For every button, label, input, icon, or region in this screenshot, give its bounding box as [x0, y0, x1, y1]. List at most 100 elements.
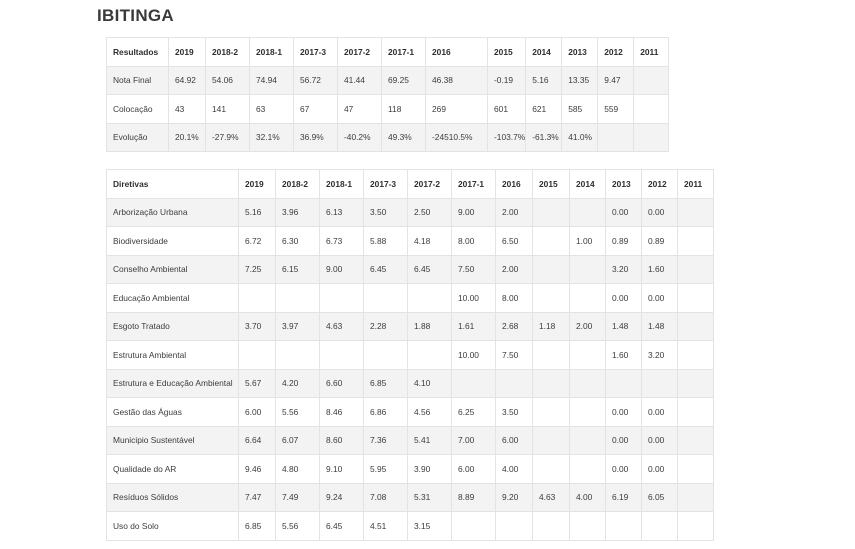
directives-cell: 7.50 [451, 254, 496, 284]
directives-cell [407, 340, 452, 370]
directives-cell: 0.00 [641, 197, 678, 227]
directives-cell: 3.20 [641, 340, 678, 370]
directives-cell: 8.46 [319, 397, 364, 427]
results-cell: 559 [597, 94, 635, 124]
directives-cell: 6.30 [275, 226, 320, 256]
directives-cell [677, 511, 714, 541]
directives-cell: 3.50 [495, 397, 533, 427]
directives-cell [569, 511, 606, 541]
directives-cell [569, 340, 606, 370]
results-cell: 141 [205, 94, 250, 124]
directives-cell: 4.18 [407, 226, 452, 256]
directives-cell: 2.68 [495, 311, 533, 341]
directives-cell [677, 226, 714, 256]
directives-header-cell: Diretivas [106, 169, 239, 199]
directives-cell: 10.00 [451, 340, 496, 370]
directives-cell: 3.90 [407, 454, 452, 484]
directives-cell: 1.61 [451, 311, 496, 341]
directives-cell [238, 283, 276, 313]
results-cell: 118 [381, 94, 426, 124]
results-cell [633, 65, 670, 95]
results-cell: 67 [293, 94, 338, 124]
directives-cell [569, 454, 606, 484]
directives-cell: 1.00 [569, 226, 606, 256]
directives-cell: 2.00 [495, 254, 533, 284]
directives-cell: 3.15 [407, 511, 452, 541]
directives-cell: 0.00 [605, 397, 642, 427]
directives-cell [569, 197, 606, 227]
directives-cell: 5.31 [407, 482, 452, 512]
table-row: Resíduos Sólidos 7.47 7.49 9.24 7.08 5.31 8.89… [106, 482, 714, 512]
directives-header-cell: 2017-2 [407, 169, 452, 199]
directives-cell: 4.56 [407, 397, 452, 427]
directives-cell: 3.97 [275, 311, 320, 341]
directives-cell [532, 397, 570, 427]
results-cell: 41.44 [337, 65, 382, 95]
results-header-cell: 2019 [168, 37, 206, 67]
directives-header-cell: 2017-1 [451, 169, 496, 199]
directives-cell [532, 454, 570, 484]
directives-header-cell: 2019 [238, 169, 276, 199]
directives-cell [569, 254, 606, 284]
directives-cell [677, 283, 714, 313]
directives-cell: 7.25 [238, 254, 276, 284]
directives-cell: 3.70 [238, 311, 276, 341]
directives-cell [319, 283, 364, 313]
directives-cell: 9.24 [319, 482, 364, 512]
directives-header-cell: 2014 [569, 169, 606, 199]
table-row: Colocação 43 141 63 67 47 118 269 601 621 585 559 [106, 94, 670, 124]
directives-cell: 0.00 [605, 425, 642, 455]
directives-cell: 2.28 [363, 311, 408, 341]
results-cell: 69.25 [381, 65, 426, 95]
directives-cell: 6.45 [407, 254, 452, 284]
directives-cell [677, 311, 714, 341]
directives-cell: 4.10 [407, 368, 452, 398]
results-cell: 5.16 [525, 65, 563, 95]
directives-cell: 5.56 [275, 511, 320, 541]
directives-row-label: Biodiversidade [106, 226, 239, 256]
directives-cell: 4.51 [363, 511, 408, 541]
results-cell [633, 94, 670, 124]
directives-cell [605, 511, 642, 541]
directives-cell: 7.36 [363, 425, 408, 455]
directives-cell [677, 368, 714, 398]
directives-cell: 6.13 [319, 197, 364, 227]
directives-cell: 6.50 [495, 226, 533, 256]
results-cell: 9.47 [597, 65, 635, 95]
directives-cell: 1.18 [532, 311, 570, 341]
directives-cell [238, 340, 276, 370]
directives-header-cell: 2018-1 [319, 169, 364, 199]
results-header-cell: 2011 [633, 37, 670, 67]
directives-row-label: Arborização Urbana [106, 197, 239, 227]
directives-row-label: Qualidade do AR [106, 454, 239, 484]
directives-cell: 6.64 [238, 425, 276, 455]
results-header-cell: 2017-1 [381, 37, 426, 67]
directives-cell [451, 368, 496, 398]
directives-row-label: Municipio Sustentável [106, 425, 239, 455]
directives-cell: 9.10 [319, 454, 364, 484]
directives-header-cell: 2013 [605, 169, 642, 199]
directives-header-cell: 2017-3 [363, 169, 408, 199]
directives-cell: 4.00 [569, 482, 606, 512]
directives-cell: 6.85 [238, 511, 276, 541]
directives-cell: 4.63 [319, 311, 364, 341]
directives-cell: 1.60 [641, 254, 678, 284]
results-cell: -40.2% [337, 122, 382, 152]
directives-cell [275, 283, 320, 313]
directives-header-cell: 2015 [532, 169, 570, 199]
results-cell: 46.38 [425, 65, 488, 95]
directives-cell: 6.07 [275, 425, 320, 455]
directives-cell: 7.08 [363, 482, 408, 512]
directives-cell: 7.00 [451, 425, 496, 455]
directives-cell: 6.73 [319, 226, 364, 256]
directives-cell [532, 340, 570, 370]
directives-cell: 5.16 [238, 197, 276, 227]
directives-table: Diretivas 2019 2018-2 2018-1 2017-3 2017-2 201… [106, 169, 714, 541]
directives-cell [569, 283, 606, 313]
directives-cell [407, 283, 452, 313]
directives-cell: 2.00 [569, 311, 606, 341]
results-row-label: Colocação [106, 94, 169, 124]
table-row: Evolução 20.1% -27.9% 32.1% 36.9% -40.2% 49.3%… [106, 122, 670, 152]
directives-cell: 7.47 [238, 482, 276, 512]
results-header-cell: 2015 [486, 37, 527, 67]
